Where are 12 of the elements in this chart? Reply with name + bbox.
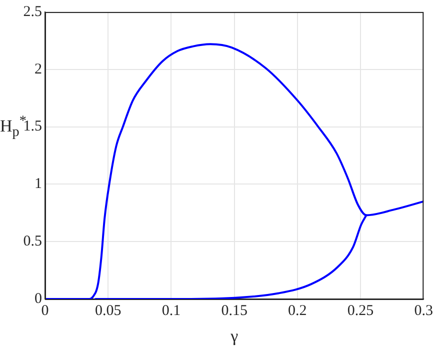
x-tick-label: 0.25 (347, 302, 374, 319)
x-axis-title: γ (230, 326, 239, 346)
x-tick-label: 0.15 (221, 302, 248, 319)
y-tick-label: 2 (34, 61, 42, 78)
y-tick-label: 0.5 (23, 234, 42, 250)
x-tick-label: 0.2 (288, 302, 307, 319)
x-tick-label: 0.1 (162, 302, 181, 319)
y-tick-label: 0 (34, 290, 42, 307)
y-tick-label: 2.5 (23, 4, 42, 20)
x-tick-label: 0.3 (414, 302, 433, 319)
x-tick-label: 0.05 (94, 302, 122, 319)
y-tick-label: 1 (34, 176, 42, 192)
